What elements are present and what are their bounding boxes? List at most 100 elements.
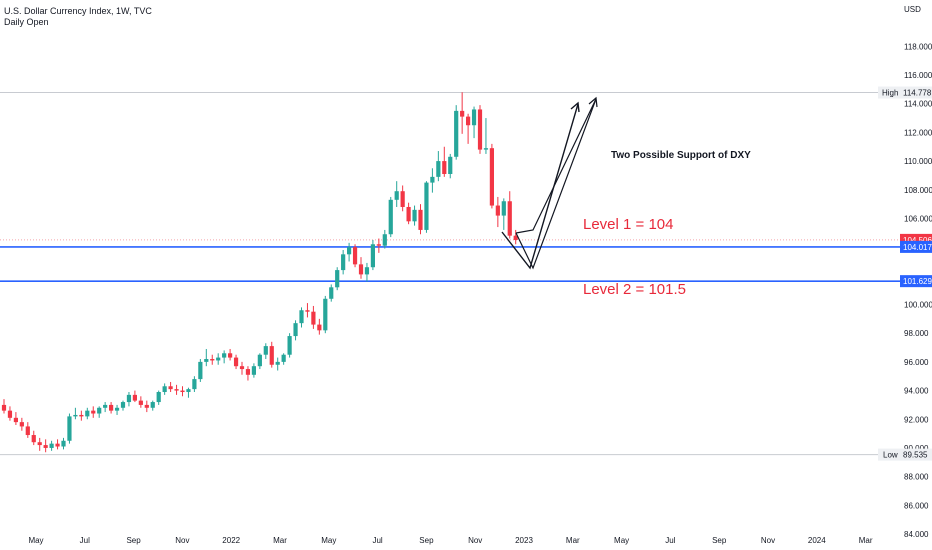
candle <box>483 118 489 154</box>
candle <box>323 295 328 334</box>
candle <box>454 105 459 160</box>
low-value-tag <box>900 448 932 461</box>
candle <box>305 303 310 318</box>
candle <box>174 384 179 395</box>
candle-body <box>7 410 13 418</box>
y-tick-label: 112.000 <box>904 128 932 137</box>
x-tick-label: Mar <box>566 536 580 545</box>
x-tick-label: May <box>321 536 336 545</box>
candle-body <box>222 353 227 358</box>
candle-body <box>31 435 36 443</box>
candle <box>19 417 24 431</box>
candle-body <box>180 390 185 393</box>
candle <box>376 238 381 253</box>
candle-body <box>85 410 90 417</box>
y-axis-unit: USD <box>904 5 921 14</box>
candle <box>424 181 429 233</box>
candle <box>430 168 435 193</box>
candle-body <box>454 110 459 157</box>
high-reference: High 114.778 <box>878 86 932 99</box>
y-tick-label: 96.000 <box>904 358 929 367</box>
candle <box>335 267 340 291</box>
y-tick-label: 86.000 <box>904 501 929 510</box>
candle-body <box>460 110 465 117</box>
candle <box>448 153 453 179</box>
candle-body <box>1 404 7 411</box>
high-value-text: 114.778 <box>903 89 932 98</box>
level-1-tag-text: 104.017 <box>903 243 932 252</box>
candle <box>91 406 96 418</box>
candle-body <box>275 361 280 365</box>
candle <box>329 284 334 302</box>
candle-body <box>192 379 197 390</box>
y-tick-label: 92.000 <box>904 415 929 424</box>
candle <box>436 151 441 182</box>
x-tick-label: Jul <box>665 536 675 545</box>
level-2-tag-text: 101.629 <box>903 277 932 286</box>
candle <box>156 390 161 405</box>
candle-body <box>239 366 245 370</box>
candle <box>347 242 352 262</box>
candle-body <box>162 386 167 393</box>
y-tick-label: 94.000 <box>904 387 929 396</box>
candle <box>97 406 102 418</box>
candle <box>198 359 203 382</box>
candle <box>144 400 149 413</box>
candle-body <box>49 443 54 448</box>
candle-body <box>513 235 518 240</box>
candle-body <box>109 404 114 411</box>
candle <box>192 376 197 393</box>
candle-body <box>233 357 239 367</box>
arrow-head-upper <box>588 96 598 108</box>
candle-body <box>376 244 381 246</box>
y-tick-label: 90.000 <box>904 444 929 453</box>
candle-body <box>79 414 84 417</box>
candle <box>299 307 304 328</box>
candle-body <box>67 416 72 441</box>
candle-body <box>269 346 274 365</box>
candle-body <box>323 298 328 331</box>
candle-body <box>281 354 286 362</box>
high-name-tag <box>878 86 900 99</box>
candle <box>239 361 245 375</box>
candle-body <box>174 389 179 391</box>
x-tick-label: Sep <box>712 536 727 545</box>
candle <box>382 229 387 249</box>
candle-body <box>204 359 209 362</box>
candle <box>287 333 292 358</box>
y-axis: 118.000 116.000 114.000 112.000 110.000 108.0… <box>904 42 932 539</box>
candle-body <box>150 402 155 408</box>
candle <box>257 353 262 370</box>
candle-body <box>287 336 292 355</box>
candle-body <box>466 116 471 126</box>
candle-body <box>251 366 256 375</box>
candle <box>210 354 215 365</box>
support-note: Two Possible Support of DXY <box>611 150 751 161</box>
candle <box>352 244 358 268</box>
y-tick-label: 118.000 <box>904 42 932 51</box>
candle <box>222 350 227 364</box>
candle-body <box>210 359 215 361</box>
candle <box>1 399 7 414</box>
candle-body <box>156 392 161 403</box>
y-tick-label: 116.000 <box>904 71 932 80</box>
candle <box>293 320 298 341</box>
candle-body <box>126 394 132 403</box>
candle <box>501 198 506 230</box>
price-tags: High 114.778 Low 89.535 104.506 104.017 … <box>878 86 932 461</box>
candle <box>364 262 370 282</box>
candle-body <box>382 234 387 246</box>
candle <box>394 181 399 207</box>
candle <box>269 341 274 368</box>
high-name-text: High <box>882 89 898 98</box>
candle <box>245 366 251 381</box>
arrow-head-lower <box>570 101 580 113</box>
candle-body <box>138 400 143 405</box>
candle-body <box>424 182 429 230</box>
candle <box>442 146 447 177</box>
candle <box>251 363 256 378</box>
y-tick-label: 88.000 <box>904 473 929 482</box>
candle <box>109 402 114 414</box>
